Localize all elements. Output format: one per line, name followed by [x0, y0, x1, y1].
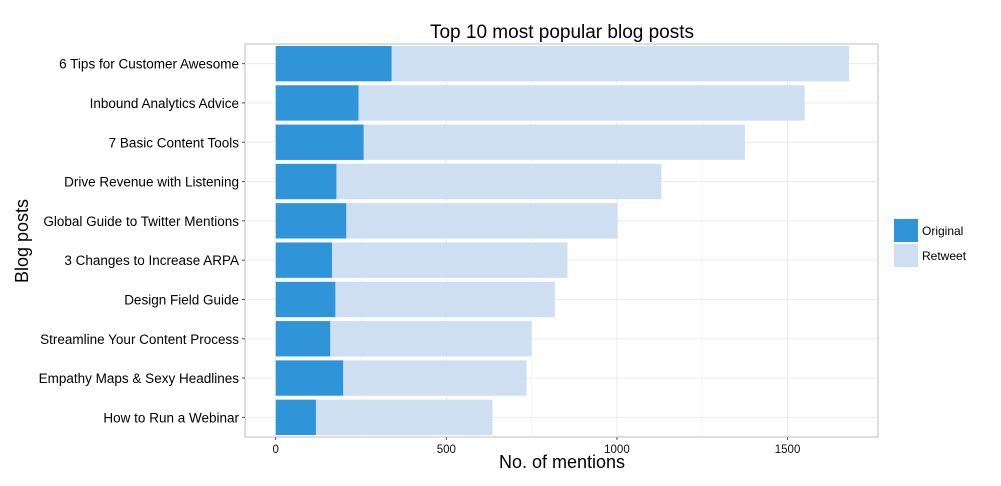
legend-label: Retweet — [922, 249, 967, 263]
bar-original — [275, 360, 344, 396]
legend-swatch-original — [894, 219, 918, 242]
chart-title: Top 10 most popular blog posts — [430, 22, 694, 43]
legend: Original Retweet — [894, 219, 967, 267]
category-label: Global Guide to Twitter Mentions — [43, 214, 239, 229]
bar-original — [275, 203, 347, 239]
bar-original — [275, 281, 336, 318]
x-tick-label: 500 — [437, 444, 456, 456]
bar-retweet — [315, 399, 493, 436]
x-tick-label: 0 — [273, 444, 279, 456]
bar-original — [275, 124, 364, 160]
legend-label: Original — [922, 224, 963, 238]
plot-area — [244, 43, 879, 438]
category-label: Drive Revenue with Listening — [64, 175, 239, 190]
category-label: 6 Tips for Customer Awesome — [59, 57, 239, 72]
category-label: 7 Basic Content Tools — [109, 135, 240, 150]
category-label: Empathy Maps & Sexy Headlines — [39, 371, 240, 386]
bar-retweet — [330, 321, 532, 357]
y-axis-title: Blog posts — [12, 199, 32, 283]
bar-retweet — [335, 281, 555, 318]
bar-retweet — [343, 360, 527, 396]
category-label: How to Run a Webinar — [103, 410, 239, 425]
x-tick-label: 1000 — [604, 444, 630, 456]
bar-original — [275, 45, 392, 82]
category-label: Streamline Your Content Process — [40, 332, 239, 347]
bar-retweet — [358, 85, 805, 121]
bars — [275, 45, 849, 436]
bar-original — [275, 163, 337, 200]
x-axis-title: No. of mentions — [499, 452, 625, 472]
bar-original — [275, 321, 331, 357]
bar-original — [275, 85, 359, 121]
x-axis-ticks: 0 500 1000 1500 — [273, 437, 801, 456]
legend-swatch-retweet — [894, 244, 918, 267]
x-tick-label: 1500 — [775, 444, 801, 456]
bar-original — [275, 399, 316, 436]
category-label: 3 Changes to Increase ARPA — [64, 253, 239, 268]
category-label: Design Field Guide — [124, 292, 239, 307]
category-label: Inbound Analytics Advice — [90, 96, 239, 111]
bar-retweet — [346, 203, 618, 239]
bar-retweet — [363, 124, 745, 160]
bar-retweet — [391, 45, 849, 82]
bar-original — [275, 242, 333, 278]
bar-retweet — [336, 163, 662, 200]
bar-retweet — [332, 242, 568, 278]
y-axis-labels: 6 Tips for Customer Awesome Inbound Analy… — [39, 57, 245, 425]
